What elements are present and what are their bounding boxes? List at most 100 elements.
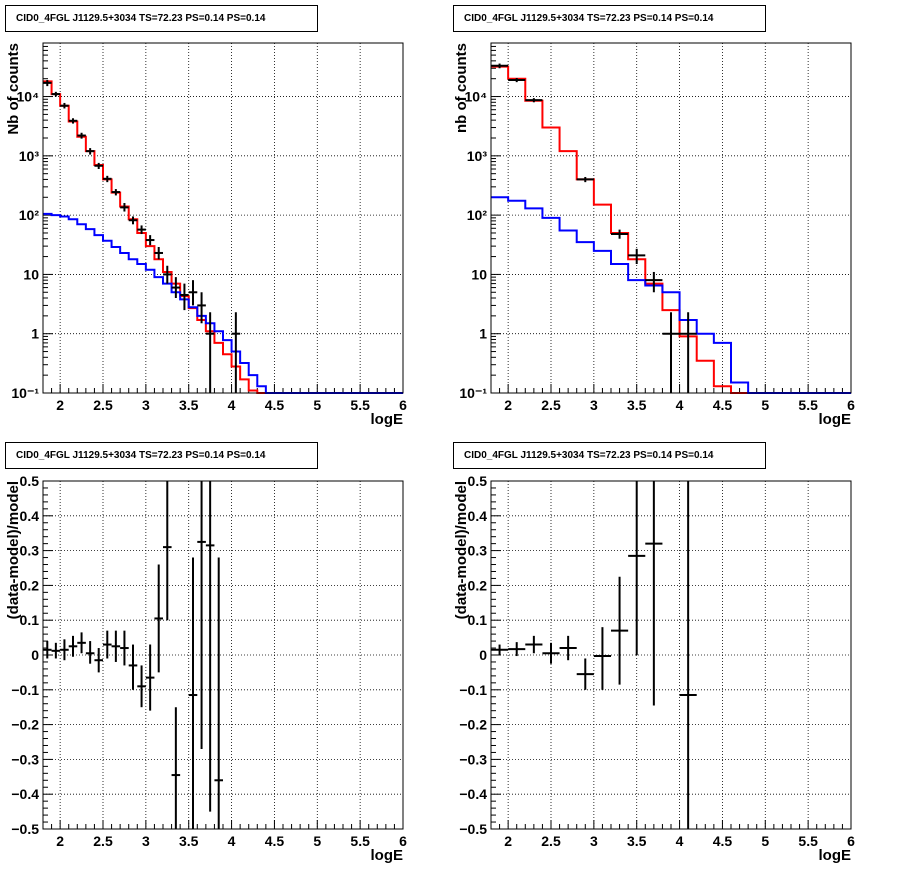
histogram-series-2 [43, 212, 403, 394]
plot-frame [490, 42, 852, 394]
data-point [128, 644, 138, 690]
x-tick-label: 4 [228, 833, 236, 849]
y-tick-label: 0.5 [20, 473, 40, 489]
x-tick-label: 6 [399, 397, 407, 413]
y-tick-label: 10⁻¹ [459, 385, 487, 401]
x-tick-label: 3 [590, 833, 598, 849]
data-point [180, 283, 189, 311]
y-tick-label: −0.1 [459, 682, 487, 698]
y-axis-label: (data-model)/model [453, 481, 470, 619]
plot-frame [42, 480, 404, 830]
plot-1: 2 2.5 3 3.5 4 4.5 5 5.5 6 10⁻¹ 1 10 10² 10³ 10⁴ logE Nb … [5, 42, 407, 428]
y-tick-label: 0 [31, 647, 39, 663]
plot-4: 2 2.5 3 3.5 4 4.5 5 5.5 6 −0.5 −0.4 −0.3 −0.2 −0.1 0 0.… [453, 473, 855, 864]
x-tick-label: 3.5 [179, 397, 199, 413]
data-point [171, 707, 181, 829]
x-tick-label: 2 [56, 397, 64, 413]
y-tick-label: 0.3 [20, 543, 40, 559]
y-tick-label: 10⁴ [17, 89, 40, 105]
x-tick-label: 4 [676, 833, 684, 849]
data-point [645, 481, 663, 706]
plot-title-1: CID0_4FGL J1129.5+3034 TS=72.23 PS=0.14 … [5, 5, 318, 32]
data-point [51, 642, 61, 659]
data-point [662, 312, 680, 393]
x-tick-label: 4.5 [713, 397, 733, 413]
y-tick-label: 0.2 [20, 577, 40, 593]
y-tick-label: 10³ [467, 148, 488, 164]
y-axis-label: Nb of counts [5, 43, 22, 135]
data-point [611, 576, 629, 685]
data-point [508, 78, 526, 83]
y-tick-label: 0.1 [20, 612, 40, 628]
y-tick-label: −0.5 [11, 821, 39, 837]
data-point [60, 102, 69, 109]
data-point [85, 148, 95, 155]
y-tick-label: 0.1 [468, 612, 488, 628]
plot-frame [490, 480, 852, 830]
data-point [43, 641, 52, 659]
y-tick-label: 0 [479, 647, 487, 663]
y-tick-label: 10⁴ [465, 89, 488, 105]
histogram-series-1 [43, 80, 403, 394]
data-point [145, 644, 155, 711]
y-axis-label: nb of counts [453, 43, 470, 133]
x-tick-label: 5.5 [350, 833, 370, 849]
y-tick-label: 10 [23, 266, 39, 282]
x-tick-label: 3 [142, 397, 150, 413]
y-tick-label: 10² [467, 207, 488, 223]
data-point [645, 271, 663, 293]
y-tick-label: −0.5 [459, 821, 487, 837]
data-point [120, 203, 129, 212]
data-point [137, 225, 146, 235]
x-tick-label: 2 [504, 397, 512, 413]
data-point [611, 229, 629, 239]
plot-2: 2 2.5 3 3.5 4 4.5 5 5.5 6 10⁻¹ 1 10 10² 10³ 10⁴ logE nb … [453, 42, 855, 428]
data-point [68, 118, 78, 124]
data-point [145, 235, 155, 246]
plot-title-3: CID0_4FGL J1129.5+3034 TS=72.23 PS=0.14 … [5, 442, 318, 469]
y-tick-label: −0.3 [11, 751, 39, 767]
x-axis-label: logE [819, 411, 852, 428]
y-tick-label: −0.4 [459, 786, 487, 802]
data-point [60, 639, 69, 661]
data-point [163, 481, 172, 621]
data-point [68, 635, 78, 657]
x-axis-label: logE [819, 847, 852, 864]
data-point [525, 635, 543, 654]
data-point [679, 481, 697, 829]
y-tick-label: −0.4 [11, 786, 39, 802]
plot-3: 2 2.5 3 3.5 4 4.5 5 5.5 6 −0.5 −0.4 −0.3 −0.2 −0.1 0 0.… [5, 473, 407, 864]
x-tick-label: 6 [399, 833, 407, 849]
y-tick-label: 0.3 [468, 543, 488, 559]
y-tick-label: 10⁻¹ [11, 385, 39, 401]
x-tick-label: 4.5 [265, 833, 285, 849]
x-tick-label: 4.5 [713, 833, 733, 849]
x-tick-label: 5.5 [798, 397, 818, 413]
plot-title-2: CID0_4FGL J1129.5+3034 TS=72.23 PS=0.14 … [453, 5, 766, 32]
data-point [77, 132, 86, 139]
plot-frame [42, 42, 404, 394]
data-point [593, 627, 611, 690]
data-point [154, 247, 163, 260]
data-point [188, 280, 198, 306]
x-tick-label: 2 [504, 833, 512, 849]
data-point [205, 481, 215, 812]
x-axis-label: logE [371, 411, 404, 428]
data-point [679, 312, 697, 393]
y-tick-label: 10² [19, 207, 40, 223]
y-tick-label: −0.2 [459, 717, 487, 733]
y-tick-label: 0.2 [468, 577, 488, 593]
data-point [128, 216, 138, 225]
data-point [43, 80, 52, 87]
x-tick-label: 5.5 [350, 397, 370, 413]
y-tick-label: −0.3 [459, 751, 487, 767]
x-tick-label: 2.5 [93, 833, 113, 849]
data-point [103, 175, 112, 183]
x-tick-label: 6 [847, 397, 855, 413]
data-point [542, 642, 560, 664]
data-point [491, 644, 509, 655]
data-point [94, 162, 103, 169]
y-tick-label: 10 [471, 266, 487, 282]
data-point [491, 63, 509, 69]
